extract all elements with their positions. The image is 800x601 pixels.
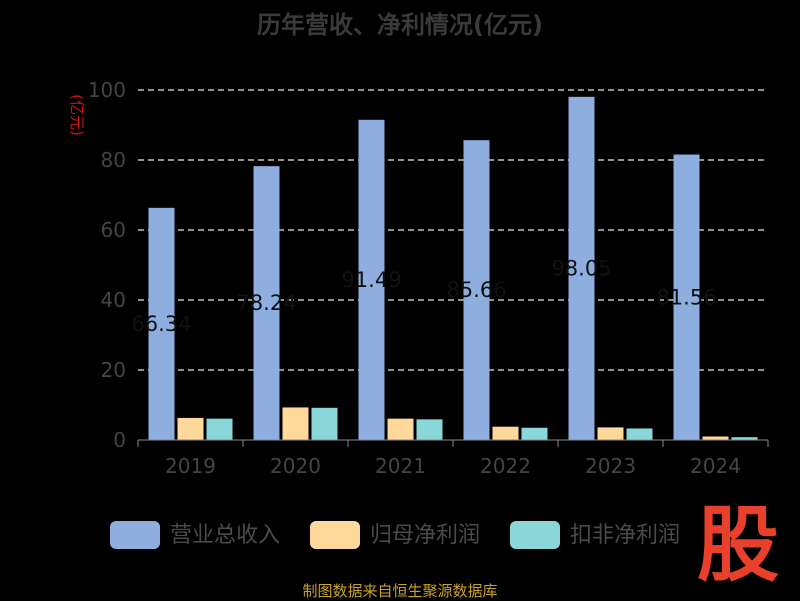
y-axis-label: (亿元)	[68, 94, 86, 136]
y-tick-label: 20	[101, 358, 126, 382]
chart-title: 历年营收、净利情况(亿元)	[257, 11, 543, 39]
x-tick-label: 2022	[480, 454, 531, 478]
data-label: 85.66	[446, 278, 506, 302]
legend-item: 归母净利润	[310, 521, 480, 549]
data-label: 66.34	[131, 312, 191, 336]
watermark-char: 股	[697, 498, 779, 588]
bar-2-2022	[492, 426, 519, 440]
bar-1-2023	[568, 96, 595, 440]
bar-1-2021	[358, 119, 385, 440]
y-tick-label: 40	[101, 288, 126, 312]
bar-1-2019	[148, 207, 175, 440]
bar-2-2019	[177, 417, 204, 440]
bar-2-2020	[282, 407, 309, 440]
y-tick-label: 0	[113, 428, 126, 452]
bar-3-2021	[416, 419, 443, 440]
bar-1-2020	[253, 166, 280, 440]
data-label: 78.24	[236, 291, 296, 315]
x-axis: 2019 2020 2021 2022 2023 2024	[137, 439, 769, 478]
bar-3-2024	[731, 437, 758, 440]
legend-label: 营业总收入	[170, 523, 280, 548]
bar-2-2023	[597, 427, 624, 440]
bar-3-2020	[311, 407, 338, 440]
y-tick-label: 60	[101, 218, 126, 242]
x-tick-label: 2023	[585, 454, 636, 478]
x-tick-label: 2019	[165, 454, 216, 478]
bar-1-2024	[673, 154, 700, 441]
source-note: 制图数据来自恒生聚源数据库	[302, 582, 498, 600]
bar-3-2022	[521, 427, 548, 440]
bar-2-2024	[702, 436, 729, 440]
data-label: 91.49	[341, 268, 401, 292]
grid	[138, 89, 768, 371]
legend: 营业总收入 归母净利润 扣非净利润	[110, 521, 680, 549]
legend-swatch	[110, 521, 160, 549]
bar-2-2021	[387, 418, 414, 440]
legend-label: 归母净利润	[370, 523, 480, 548]
legend-swatch	[510, 521, 560, 549]
data-labels: 66.34 78.24 91.49 85.66 98.05 81.56	[131, 256, 716, 335]
x-tick-label: 2021	[375, 454, 426, 478]
bars	[148, 96, 758, 441]
bar-3-2019	[206, 418, 233, 440]
watermark-logo: 股	[697, 498, 779, 588]
data-label: 98.05	[551, 256, 611, 280]
legend-item: 扣非净利润	[510, 521, 680, 549]
legend-item: 营业总收入	[110, 521, 280, 549]
legend-label: 扣非净利润	[570, 523, 680, 548]
bar-3-2023	[626, 428, 653, 440]
legend-swatch	[310, 521, 360, 549]
x-tick-label: 2020	[270, 454, 321, 478]
x-tick-label: 2024	[690, 454, 741, 478]
y-axis-ticks: 0 20 40 60 80 100	[88, 78, 126, 452]
bar-1-2022	[463, 140, 490, 440]
y-tick-label: 100	[88, 78, 126, 102]
data-label: 81.56	[656, 285, 716, 309]
y-tick-label: 80	[101, 148, 126, 172]
